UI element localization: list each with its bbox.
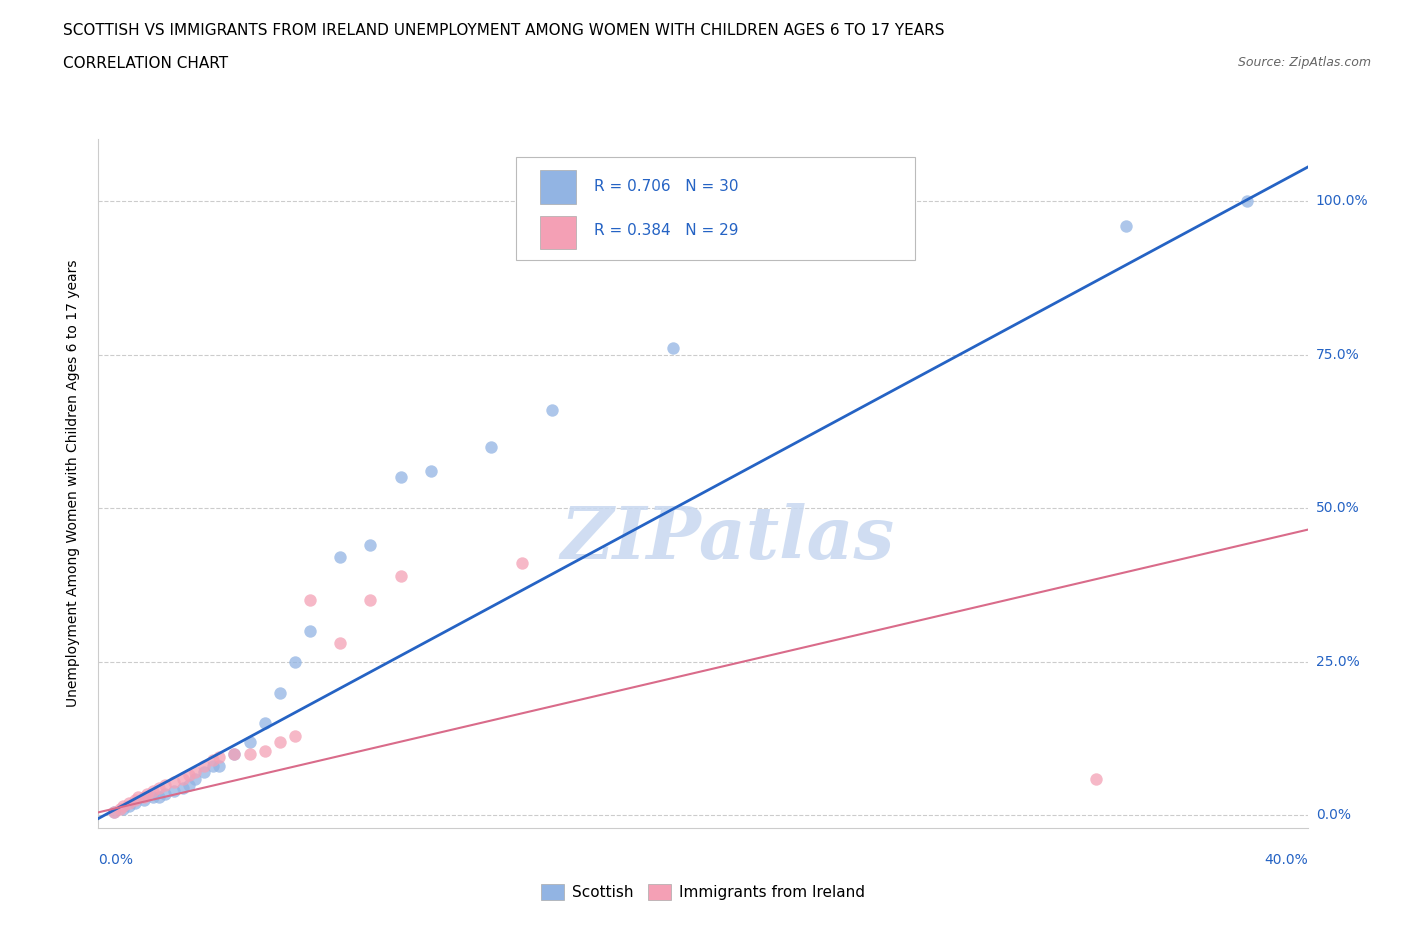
Point <box>208 759 231 774</box>
Point <box>510 556 533 571</box>
FancyBboxPatch shape <box>540 170 576 204</box>
Point <box>329 550 352 565</box>
Point <box>132 790 155 804</box>
Point <box>253 743 276 758</box>
Point <box>142 790 165 804</box>
Text: 75.0%: 75.0% <box>1316 348 1360 362</box>
Point <box>172 771 194 786</box>
Point <box>360 593 382 608</box>
Point <box>184 771 207 786</box>
Point <box>163 783 186 798</box>
Point <box>124 796 146 811</box>
Point <box>148 790 170 804</box>
Text: 0.0%: 0.0% <box>98 853 134 868</box>
Point <box>239 735 262 750</box>
Text: R = 0.384   N = 29: R = 0.384 N = 29 <box>595 223 738 238</box>
Point <box>661 341 683 356</box>
Text: SCOTTISH VS IMMIGRANTS FROM IRELAND UNEMPLOYMENT AMONG WOMEN WITH CHILDREN AGES : SCOTTISH VS IMMIGRANTS FROM IRELAND UNEM… <box>63 23 945 38</box>
Point <box>127 790 149 804</box>
Text: 100.0%: 100.0% <box>1316 194 1368 208</box>
Point <box>1115 219 1137 233</box>
Point <box>172 780 194 795</box>
Text: Source: ZipAtlas.com: Source: ZipAtlas.com <box>1237 56 1371 69</box>
Text: 25.0%: 25.0% <box>1316 655 1360 669</box>
Point <box>103 804 125 819</box>
Point <box>299 593 322 608</box>
Text: R = 0.706   N = 30: R = 0.706 N = 30 <box>595 179 738 193</box>
FancyBboxPatch shape <box>540 216 576 249</box>
Point <box>284 655 307 670</box>
Point <box>540 403 562 418</box>
Point <box>299 624 322 639</box>
Point <box>184 765 207 780</box>
Point <box>124 792 146 807</box>
Point <box>419 464 441 479</box>
Point <box>177 768 201 783</box>
Point <box>103 804 125 819</box>
Point <box>208 750 231 764</box>
Point <box>269 685 291 700</box>
Text: 0.0%: 0.0% <box>1316 808 1351 822</box>
Point <box>111 799 134 814</box>
Point <box>142 783 165 798</box>
Point <box>193 759 215 774</box>
Point <box>118 799 141 814</box>
Point <box>224 747 246 762</box>
Point <box>193 765 215 780</box>
Point <box>1236 193 1258 208</box>
Point <box>135 787 157 802</box>
Y-axis label: Unemployment Among Women with Children Ages 6 to 17 years: Unemployment Among Women with Children A… <box>66 259 80 708</box>
Point <box>118 796 141 811</box>
Point <box>329 636 352 651</box>
Point <box>202 752 225 767</box>
Text: CORRELATION CHART: CORRELATION CHART <box>63 56 228 71</box>
Point <box>202 759 225 774</box>
Text: ZIPatlas: ZIPatlas <box>560 503 894 574</box>
Point <box>253 716 276 731</box>
Point <box>111 802 134 817</box>
Point <box>239 747 262 762</box>
Point <box>1085 771 1108 786</box>
Point <box>153 777 176 792</box>
Point <box>224 747 246 762</box>
Point <box>269 735 291 750</box>
Legend: Scottish, Immigrants from Ireland: Scottish, Immigrants from Ireland <box>534 878 872 906</box>
Point <box>284 728 307 743</box>
FancyBboxPatch shape <box>516 157 915 260</box>
Point <box>163 774 186 789</box>
Point <box>153 787 176 802</box>
Point <box>108 802 131 817</box>
Point <box>389 568 412 583</box>
Point <box>481 439 503 454</box>
Text: 50.0%: 50.0% <box>1316 501 1360 515</box>
Point <box>389 470 412 485</box>
Point <box>148 780 170 795</box>
Point <box>360 538 382 552</box>
Point <box>132 792 155 807</box>
Text: 40.0%: 40.0% <box>1264 853 1308 868</box>
Point <box>177 777 201 792</box>
